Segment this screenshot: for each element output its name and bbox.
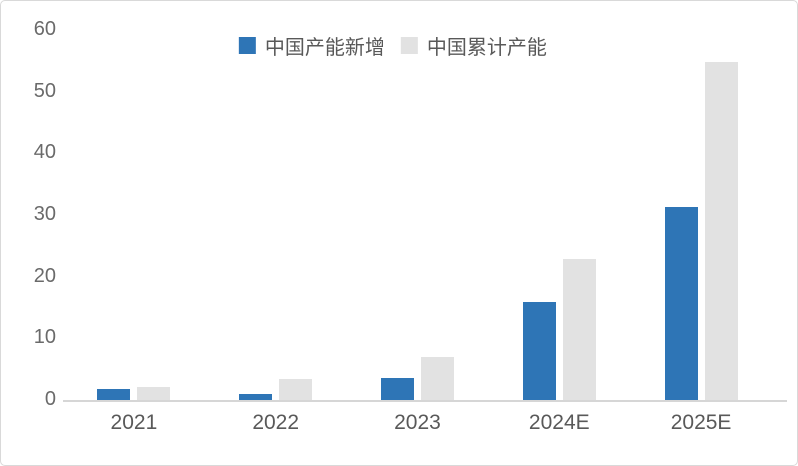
x-tick-label: 2022 (252, 411, 300, 434)
y-tick-label: 40 (33, 141, 56, 164)
bar-series-2 (420, 357, 454, 401)
x-tick-label: 2023 (394, 411, 441, 434)
y-tick-label: 20 (33, 264, 56, 287)
bar-group: 2023 (347, 31, 489, 434)
bar-group: 2021 (63, 31, 205, 434)
y-tick-label: 50 (33, 79, 56, 102)
x-tick-label: 2025E (670, 411, 732, 434)
bar-series-1 (664, 207, 698, 401)
bar-series-1 (380, 378, 414, 401)
x-axis-line (63, 400, 787, 402)
y-tick-label: 10 (33, 326, 56, 349)
plot-area: 2021 2022 2023 2024E 2025E (63, 31, 772, 434)
y-tick-label: 30 (33, 203, 56, 225)
chart-legend: 中国产能新增 中国累计产能 (238, 31, 547, 60)
y-tick-label: 0 (44, 388, 56, 410)
x-tick-label: 2021 (110, 411, 158, 434)
legend-label: 中国累计产能 (426, 37, 547, 59)
y-axis: 0 10 20 30 40 50 60 (1, 1, 56, 465)
legend-swatch-icon (400, 37, 418, 54)
bar-group: 2022 (205, 31, 347, 434)
legend-swatch-icon (238, 37, 256, 54)
bar-group: 2024E (488, 31, 630, 434)
bar-series-2 (562, 259, 596, 401)
legend-label: 中国产能新增 (264, 37, 385, 59)
bar-series-1 (522, 302, 556, 401)
legend-item: 中国累计产能 (400, 31, 547, 60)
x-tick-label: 2024E (528, 411, 590, 434)
bar-series-2 (279, 379, 313, 401)
bar-group: 2025E (630, 31, 772, 434)
bar-series-2 (137, 387, 171, 401)
bar-series-2 (704, 62, 738, 401)
y-tick-label: 60 (33, 18, 56, 40)
bar-series-1 (239, 394, 273, 401)
legend-item: 中国产能新增 (238, 31, 385, 60)
bar-series-1 (97, 389, 131, 401)
